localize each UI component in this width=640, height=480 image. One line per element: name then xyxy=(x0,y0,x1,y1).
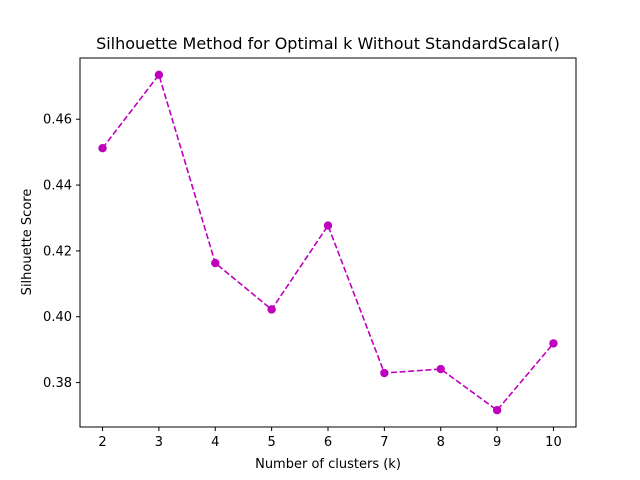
y-tick-label: 0.40 xyxy=(43,310,72,325)
x-tick-label: 7 xyxy=(380,435,388,450)
y-tick-label: 0.38 xyxy=(43,376,72,391)
data-point xyxy=(380,368,389,378)
y-tick-label: 0.44 xyxy=(43,179,72,194)
data-point xyxy=(211,258,220,268)
plot-frame xyxy=(79,57,577,428)
y-axis-label: Silhouette Score xyxy=(20,189,35,296)
data-point xyxy=(267,305,276,314)
x-tick-label: 8 xyxy=(437,435,445,450)
x-tick-label: 6 xyxy=(324,435,332,450)
data-point xyxy=(154,70,164,79)
data-point xyxy=(98,143,107,153)
data-point xyxy=(436,364,445,374)
y-tick-label: 0.42 xyxy=(43,244,72,259)
y-tick-label: 0.46 xyxy=(43,113,72,128)
x-tick-label: 4 xyxy=(211,435,219,450)
x-tick-label: 5 xyxy=(267,435,275,450)
x-tick-label: 2 xyxy=(98,435,106,450)
data-point xyxy=(492,406,502,415)
plot-area: 2 3 4 5 6 7 8 9 10 0.38 0.40 0.42 0.44 0.46 xyxy=(43,70,562,450)
x-axis-label: Number of clusters (k) xyxy=(255,457,401,472)
x-tick-label: 3 xyxy=(155,435,163,450)
data-point xyxy=(549,339,558,348)
x-tick-label: 10 xyxy=(545,435,562,450)
data-point xyxy=(323,221,333,230)
x-tick-label: 9 xyxy=(493,435,501,450)
series-line xyxy=(101,73,555,412)
chart-title: Silhouette Method for Optimal k Without … xyxy=(96,34,560,53)
